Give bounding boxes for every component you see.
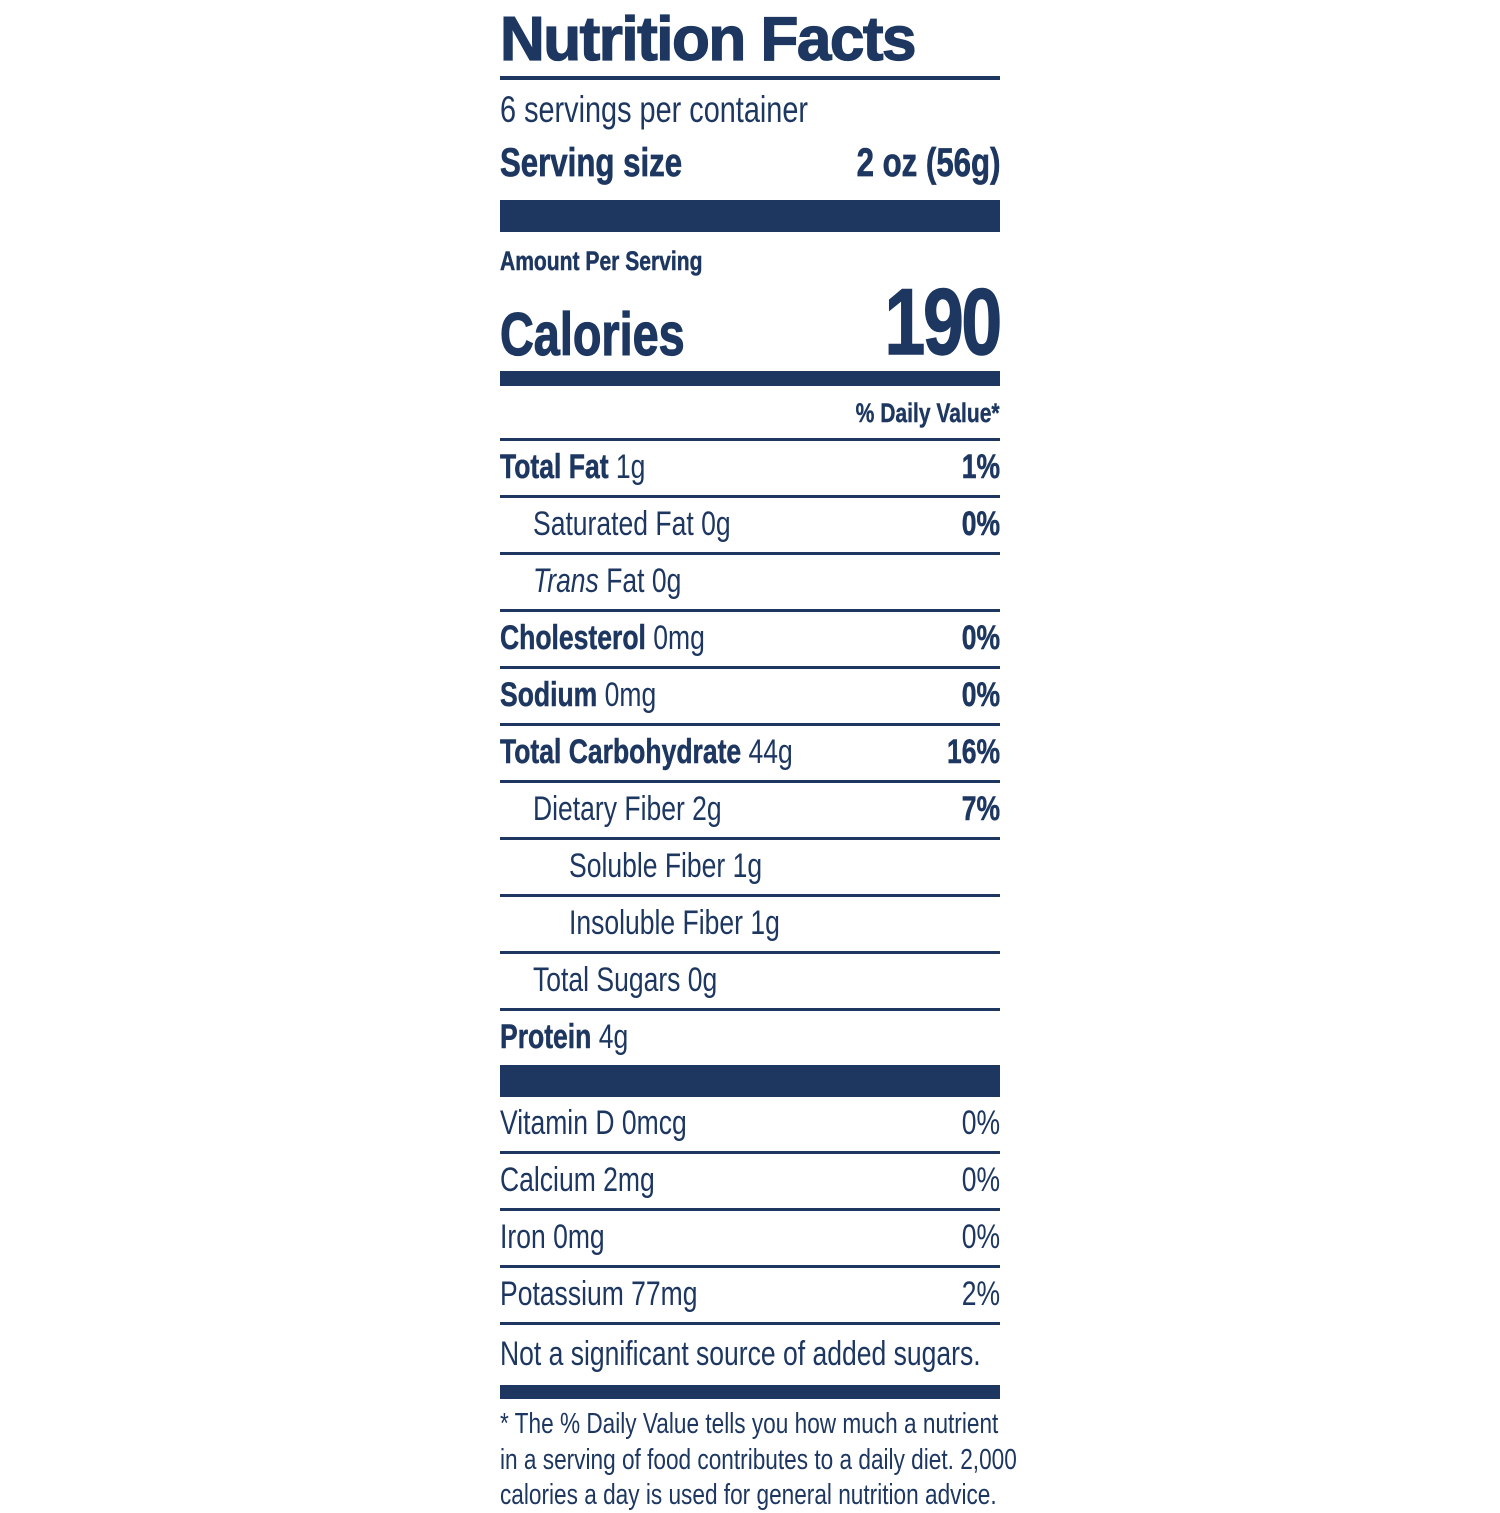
micronutrient-rows: Vitamin D 0mcg 0% Calcium 2mg 0% Iron 0m… [500,1097,1000,1325]
divider [500,437,1000,441]
calories-label: Calories [500,301,686,369]
nutrient-amount: 1g [615,448,646,487]
nutrient-percent: 0% [961,505,1000,544]
micronutrient-name: Iron [500,1218,546,1257]
nutrient-row: Cholesterol 0mg 0% [500,612,1000,666]
divider [500,1150,1000,1154]
divider [500,950,1000,954]
servings-per-container: 6 servings per container [500,89,809,131]
micronutrient-amount: 2mg [603,1161,655,1200]
footnote-line: in a serving of food contributes to a da… [500,1443,1017,1476]
divider [500,779,1000,783]
nutrient-name: Total Carbohydrate [500,733,742,772]
nutrient-amount: 1g [750,904,780,943]
nutrient-name-italic: Trans [533,562,599,601]
micronutrient-name: Vitamin D [500,1104,615,1143]
nutrient-percent: 0% [961,619,1000,658]
divider [500,608,1000,612]
divider [500,76,1000,81]
serving-size-label: Serving size [500,140,683,185]
micronutrient-percent: 2% [961,1275,1000,1314]
nutrient-row: Total Fat 1g 1% [500,441,1000,495]
micronutrient-row: Calcium 2mg 0% [500,1154,1000,1208]
micronutrient-amount: 0mg [553,1218,605,1257]
nutrient-rows: Total Fat 1g 1% Saturated Fat 0g 0% Tran… [500,441,1000,1065]
nutrient-percent: 16% [946,733,1000,772]
daily-value-footnote: * The % Daily Value tells you how much a… [500,1407,1017,1513]
nutrient-name: Saturated Fat [533,505,694,544]
nutrient-amount: 0g [651,562,682,601]
micronutrient-amount: 0mcg [621,1104,687,1143]
serving-size-value: 2 oz (56g) [856,140,1000,185]
not-significant-note: Not a significant source of added sugars… [500,1334,981,1373]
nutrition-facts-label: Nutrition Facts 6 servings per container… [499,0,1017,1513]
nutrient-percent: 0% [961,676,1000,715]
nutrient-row: Saturated Fat 0g 0% [500,498,1000,552]
calories-value: 190 [884,269,1003,375]
nutrient-amount: 0g [687,961,718,1000]
label-title: Nutrition Facts [499,5,917,74]
thick-bar [500,1064,1000,1097]
nutrient-name: Dietary Fiber [533,790,685,829]
divider [500,665,1000,669]
nutrient-name: Cholesterol [500,619,646,658]
nutrient-amount: 4g [598,1018,629,1057]
thick-bar [500,199,1000,232]
micronutrient-percent: 0% [961,1161,1000,1200]
nutrient-row: Insoluble Fiber 1g [500,897,1000,951]
divider [500,1007,1000,1011]
nutrient-name: Sodium [500,676,598,715]
nutrient-row: Total Sugars 0g [500,954,1000,1008]
nutrient-amount: 1g [732,847,763,886]
nutrient-row: Soluble Fiber 1g [500,840,1000,894]
nutrient-amount: 44g [748,733,793,772]
nutrient-amount: 2g [692,790,722,829]
micronutrient-name: Potassium [500,1275,624,1314]
divider [500,494,1000,498]
nutrient-name: Total Fat [500,448,609,487]
nutrient-row: Dietary Fiber 2g 7% [500,783,1000,837]
divider [500,836,1000,840]
amount-per-serving: Amount Per Serving [500,245,703,277]
divider [500,1321,1000,1325]
medium-bar [500,371,1000,387]
nutrient-name: Soluble Fiber [569,847,726,886]
micronutrient-amount: 77mg [631,1275,698,1314]
micronutrient-percent: 0% [961,1218,1000,1257]
nutrient-name: Total Sugars [533,961,681,1000]
footnote-line: calories a day is used for general nutri… [500,1479,997,1512]
divider [500,722,1000,726]
micronutrient-row: Iron 0mg 0% [500,1211,1000,1265]
calories-row: Calories 190 [500,269,1003,375]
micronutrient-name: Calcium [500,1161,596,1200]
nutrient-row: Total Carbohydrate 44g 16% [500,726,1000,780]
nutrient-row: Sodium 0mg 0% [500,669,1000,723]
footnote-line: * The % Daily Value tells you how much a… [500,1408,999,1441]
micronutrient-row: Vitamin D 0mcg 0% [500,1097,1000,1151]
daily-value-header: % Daily Value* [856,398,1000,429]
nutrient-percent: 7% [961,790,1000,829]
nutrient-percent: 1% [961,448,1000,487]
serving-size-row: Serving size 2 oz (56g) [500,139,1001,187]
nutrient-row: Protein 4g [500,1011,1000,1065]
nutrient-amount: 0g [701,505,731,544]
micronutrient-percent: 0% [961,1104,1000,1143]
nutrient-name: Protein [500,1018,592,1057]
divider [500,893,1000,897]
nutrient-name: Insoluble Fiber [569,904,743,943]
divider [500,1207,1000,1211]
nutrient-amount: 0mg [604,676,657,715]
nutrient-name: Fat [606,562,645,601]
micronutrient-row: Potassium 77mg 2% [500,1268,1000,1322]
divider [500,1264,1000,1268]
nutrient-row: Trans Fat 0g [500,555,1000,609]
divider [500,551,1000,555]
nutrient-amount: 0mg [653,619,705,658]
thick-bar [500,1385,1000,1400]
